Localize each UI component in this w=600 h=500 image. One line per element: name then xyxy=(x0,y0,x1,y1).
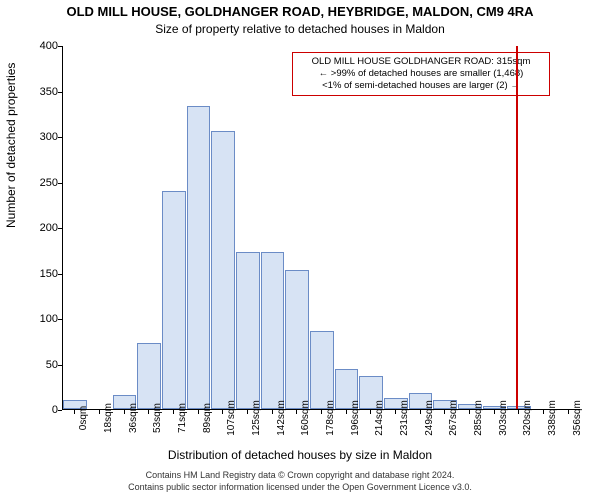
bar xyxy=(285,270,309,409)
xtick-label: 320sqm xyxy=(522,400,533,436)
xtick-label: 356sqm xyxy=(572,400,583,436)
ytick-mark xyxy=(58,228,62,229)
bar xyxy=(162,191,186,409)
xtick-label: 231sqm xyxy=(399,400,410,436)
ytick-mark xyxy=(58,183,62,184)
chart-title: OLD MILL HOUSE, GOLDHANGER ROAD, HEYBRID… xyxy=(0,4,600,19)
xtick-label: 107sqm xyxy=(226,400,237,436)
xtick-label: 18sqm xyxy=(103,403,114,433)
xtick-label: 36sqm xyxy=(128,403,139,433)
ytick-mark xyxy=(58,92,62,93)
bar xyxy=(310,331,334,409)
bar xyxy=(261,252,285,409)
ytick-mark xyxy=(58,46,62,47)
xtick-label: 196sqm xyxy=(350,400,361,436)
xtick-mark xyxy=(222,410,223,414)
ytick-label: 300 xyxy=(28,131,58,143)
callout-line2: ← >99% of detached houses are smaller (1… xyxy=(299,68,543,80)
marker-line xyxy=(516,46,518,409)
ytick-mark xyxy=(58,274,62,275)
xtick-mark xyxy=(272,410,273,414)
xtick-mark xyxy=(420,410,421,414)
xtick-mark xyxy=(198,410,199,414)
xtick-label: 178sqm xyxy=(325,400,336,436)
xtick-mark xyxy=(543,410,544,414)
plot-area: OLD MILL HOUSE GOLDHANGER ROAD: 315sqm ←… xyxy=(62,46,580,410)
xtick-mark xyxy=(469,410,470,414)
xtick-mark xyxy=(247,410,248,414)
ytick-label: 50 xyxy=(28,359,58,371)
xtick-mark xyxy=(99,410,100,414)
ytick-label: 250 xyxy=(28,177,58,189)
ytick-mark xyxy=(58,365,62,366)
xtick-label: 285sqm xyxy=(473,400,484,436)
xtick-label: 303sqm xyxy=(498,400,509,436)
xtick-label: 338sqm xyxy=(547,400,558,436)
xtick-mark xyxy=(568,410,569,414)
xtick-label: 89sqm xyxy=(202,403,213,433)
bar xyxy=(236,252,260,409)
ytick-mark xyxy=(58,319,62,320)
ytick-label: 100 xyxy=(28,313,58,325)
bar xyxy=(211,131,235,409)
xtick-label: 125sqm xyxy=(251,400,262,436)
xtick-label: 214sqm xyxy=(374,400,385,436)
xtick-mark xyxy=(444,410,445,414)
bar xyxy=(137,343,161,409)
xtick-label: 267sqm xyxy=(448,400,459,436)
ytick-label: 150 xyxy=(28,268,58,280)
xtick-label: 249sqm xyxy=(424,400,435,436)
ytick-label: 200 xyxy=(28,222,58,234)
callout-line1: OLD MILL HOUSE GOLDHANGER ROAD: 315sqm xyxy=(299,56,543,68)
xtick-mark xyxy=(494,410,495,414)
xtick-mark xyxy=(148,410,149,414)
xtick-mark xyxy=(321,410,322,414)
chart-subtitle: Size of property relative to detached ho… xyxy=(0,22,600,36)
xtick-mark xyxy=(173,410,174,414)
xtick-mark xyxy=(296,410,297,414)
ytick-label: 350 xyxy=(28,86,58,98)
x-axis-label: Distribution of detached houses by size … xyxy=(0,448,600,462)
callout-line3: <1% of semi-detached houses are larger (… xyxy=(299,80,543,92)
ytick-label: 400 xyxy=(28,40,58,52)
y-axis-label: Number of detached properties xyxy=(4,63,18,228)
xtick-mark xyxy=(370,410,371,414)
xtick-mark xyxy=(74,410,75,414)
xtick-label: 71sqm xyxy=(177,403,188,433)
xtick-mark xyxy=(395,410,396,414)
footer-text: Contains HM Land Registry data © Crown c… xyxy=(0,470,600,494)
bar xyxy=(187,106,211,409)
footer-line1: Contains HM Land Registry data © Crown c… xyxy=(0,470,600,481)
ytick-mark xyxy=(58,410,62,411)
footer-line2: Contains public sector information licen… xyxy=(0,482,600,493)
callout-box: OLD MILL HOUSE GOLDHANGER ROAD: 315sqm ←… xyxy=(292,52,550,96)
xtick-label: 53sqm xyxy=(152,403,163,433)
ytick-label: 0 xyxy=(28,404,58,416)
xtick-label: 0sqm xyxy=(78,406,89,430)
xtick-mark xyxy=(518,410,519,414)
xtick-label: 142sqm xyxy=(276,400,287,436)
xtick-label: 160sqm xyxy=(300,400,311,436)
xtick-mark xyxy=(124,410,125,414)
xtick-mark xyxy=(346,410,347,414)
ytick-mark xyxy=(58,137,62,138)
